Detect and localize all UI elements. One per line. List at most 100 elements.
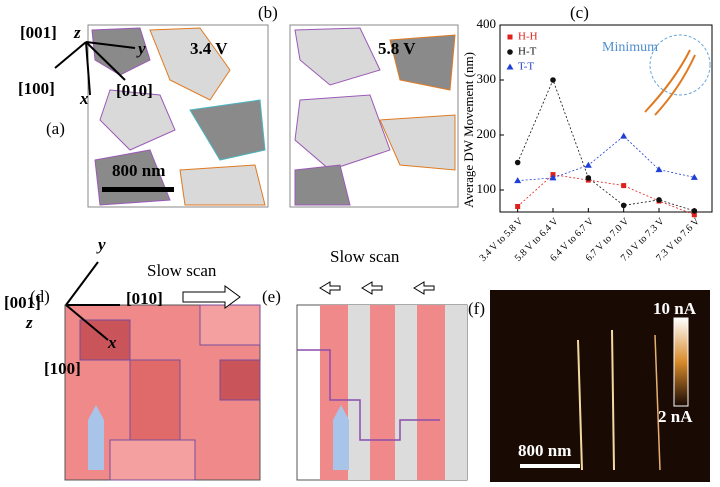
panel-f: 10 nA 2 nA 800 nm (f) [468,290,710,482]
scan-arrow [361,281,383,295]
series-line [517,78,695,212]
y-tick-label: 400 [477,16,497,31]
data-point [585,175,592,181]
y-tick-label: 200 [477,126,497,141]
panel-label: (e) [262,287,281,306]
panel-e: (e) Slow scan [262,247,468,481]
stripe [445,305,467,480]
y-tick-label: 100 [477,181,497,196]
stripe [395,305,417,480]
data-point [656,197,662,203]
scan-arrow [413,281,435,295]
domain [379,114,456,171]
axis-name: z [73,23,81,42]
color-max: 10 nA [653,299,697,318]
y-axis-label: Average DW Movement (nm) [461,52,476,208]
data-point [584,161,592,168]
axis-dir: [010] [126,289,163,308]
panel-label: (b) [258,3,278,22]
legend-marker [507,49,513,55]
domain [189,99,266,161]
domain [129,359,181,441]
data-point [514,159,521,166]
scan-arrow [319,281,341,295]
tip-sketch [644,49,696,116]
panel-b: 5.8 V (b) [258,3,459,208]
legend-label: T-T [518,61,534,73]
axis-dir: [001] [4,293,41,312]
domain [179,164,266,206]
data-point [550,77,556,83]
legend-marker [506,63,514,70]
conduction-line [611,329,615,471]
axis-name: z [25,313,33,332]
domain [109,439,196,481]
color-bar [673,317,689,407]
scale-bar [520,464,580,468]
panel-c: (c) Average DW Movement (nm) Minimum 100… [461,3,713,264]
data-point [515,204,521,209]
stripe [348,305,370,480]
data-point [691,212,697,218]
axis-name: x [79,89,89,108]
data-point [514,177,522,184]
domain [294,27,381,86]
data-point [691,208,698,214]
image-frame [490,290,710,482]
axes-glyph [65,261,120,341]
axis-dir: [010] [116,81,153,100]
legend-label: H-H [518,31,538,43]
annotation: Minimum [602,40,658,55]
scan-arrow [182,285,241,309]
plot-frame [499,24,713,213]
panel-label: (f) [468,299,485,318]
scan-label: Slow scan [147,261,217,280]
conduction-line [577,339,583,471]
stripe [417,305,445,480]
scale-label: 800 nm [518,441,571,460]
scale-bar [102,187,174,192]
annotation-circle [649,34,711,96]
domain [294,164,351,206]
scale-label: 800 nm [112,161,165,180]
data-point [549,174,557,181]
wall [297,349,440,441]
voltage: 5.8 V [378,39,416,58]
tip [88,405,104,470]
axis-dir: [001] [20,23,57,42]
data-point [690,173,698,180]
axis-name: y [136,39,146,58]
tip [333,405,349,470]
domain [389,34,456,91]
legend-marker [507,34,513,40]
scan-label: Slow scan [330,247,400,266]
axis-dir: [100] [18,79,55,98]
panel-label: (c) [570,3,589,22]
conduction-line [654,334,661,471]
domain [219,359,261,401]
domain [199,304,261,346]
panel-d: (d) Slow scan [001] z y x [100] [010] [4,235,261,481]
y-tick-label: 300 [477,71,497,86]
data-point [620,132,628,139]
axis-dir: [100] [44,359,81,378]
axis-name: x [107,333,117,352]
panel-a: 3.4 V 800 nm (a) [001] z y x [100] [010] [18,23,269,208]
color-min: 2 nA [658,407,693,426]
data-point [621,183,627,189]
series-line [517,135,695,182]
data-point [620,202,627,209]
domain [99,89,176,151]
domain [294,94,391,171]
legend-label: H-T [518,46,537,58]
data-point [655,166,663,173]
domain [149,27,231,101]
panel-label: (d) [30,287,50,306]
axis-name: y [96,235,106,254]
series-line [517,174,695,216]
panel-label: (a) [46,119,65,138]
axes-glyph [54,41,136,96]
voltage: 3.4 V [190,39,228,58]
stripe [370,305,395,480]
